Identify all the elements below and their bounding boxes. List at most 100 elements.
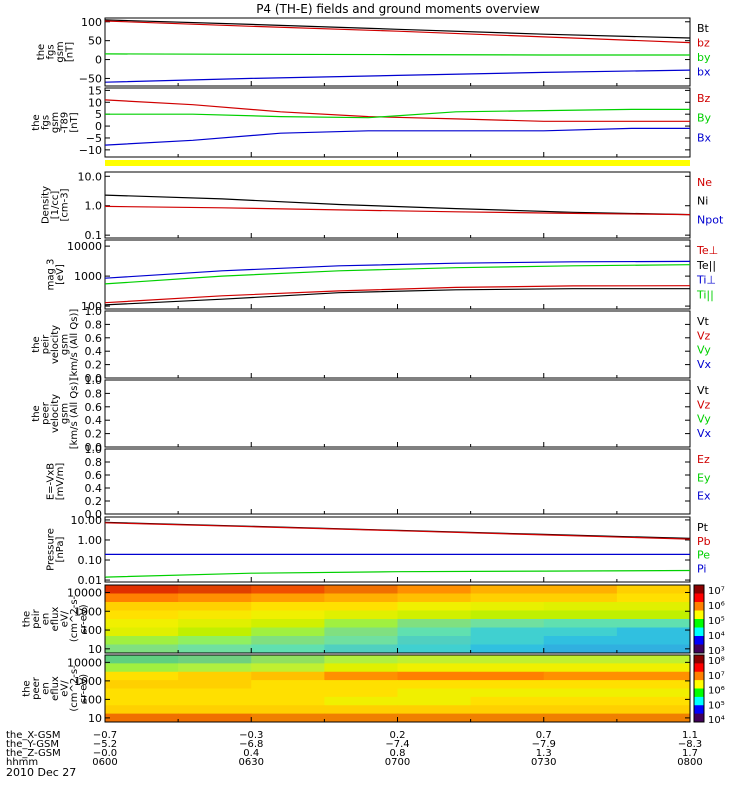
spectrogram-cell — [470, 602, 545, 611]
y-tick-label: 0.01 — [78, 574, 103, 587]
y-axis-label: [mV/m] — [55, 463, 66, 501]
y-axis-label: [km/s (All Qs)] — [69, 378, 80, 450]
spectrogram-cell — [543, 655, 618, 664]
spectrogram-cell — [397, 663, 472, 673]
legend-label: Ez — [697, 453, 710, 466]
panel-frame — [104, 379, 691, 448]
spectrogram-cell — [470, 680, 545, 689]
y-tick-label: 10 — [88, 643, 102, 656]
spectrogram-cell — [616, 696, 691, 706]
y-tick-label: −50 — [79, 72, 102, 85]
legend-label: Te|| — [696, 259, 716, 272]
legend-label: Vt — [697, 384, 710, 397]
y-axis-label: peer — [31, 676, 42, 700]
ephemeris-value: −7.4 — [385, 739, 409, 750]
ephemeris-value: 0.8 — [390, 748, 406, 759]
spectrogram-cell — [616, 680, 691, 689]
colorbar-tick-label: 10³ — [708, 646, 725, 657]
spectrogram-cell — [251, 705, 325, 715]
spectrogram-cell — [397, 636, 472, 645]
y-axis-label: (cm^2-s- — [69, 595, 80, 642]
y-tick-label: 15 — [88, 84, 102, 97]
spectrogram-cell — [470, 627, 545, 637]
spectrogram-cell — [105, 655, 179, 664]
spectrogram-cell — [324, 696, 398, 706]
legend-label: Ti|| — [696, 288, 714, 301]
ephemeris-value: 0730 — [531, 757, 556, 768]
spectrogram-cell — [178, 696, 252, 706]
colorbar-tick-label: 10⁷ — [708, 586, 725, 597]
spectrogram-cell — [105, 602, 179, 611]
ephemeris-row-label: the_Z-GSM — [6, 748, 61, 759]
y-axis-label: [nT] — [69, 112, 80, 132]
ephemeris-value: 1.3 — [536, 748, 552, 759]
y-axis-label: (cm^2-s- — [69, 665, 80, 712]
spectrogram-cell — [324, 593, 398, 603]
series-line — [104, 20, 691, 44]
ephemeris-value: 0630 — [239, 757, 264, 768]
series-line — [104, 285, 691, 304]
spectrogram-cell — [397, 627, 472, 637]
legend-label: bz — [697, 37, 710, 50]
spectrogram-cell — [251, 636, 325, 645]
spectrogram-cell — [324, 688, 398, 698]
y-axis-label: en — [41, 613, 52, 626]
y-tick-label: 1000 — [74, 270, 102, 283]
ephemeris-value: −8.3 — [678, 739, 702, 750]
y-axis-label: mag 3 — [45, 259, 56, 291]
spectrogram-cell — [543, 627, 618, 637]
y-tick-label: 1000 — [74, 605, 102, 618]
spectrogram-cell — [470, 585, 545, 594]
y-tick-label: 0.8 — [85, 387, 103, 400]
y-tick-label: 0.2 — [85, 495, 103, 508]
colorbar-tick-label: 10⁶ — [708, 686, 725, 697]
spectrogram-cell — [324, 644, 398, 654]
y-tick-label: 10.00 — [71, 514, 103, 527]
y-tick-label: 1.0 — [85, 374, 103, 387]
y-axis-label: en — [41, 682, 52, 695]
colorbar-segment — [694, 688, 704, 698]
spectrogram-cell — [178, 593, 252, 603]
spectrogram-cell — [616, 619, 691, 628]
y-axis-label: eflux — [50, 607, 61, 632]
spectrogram-cell — [616, 713, 691, 723]
ephemeris-value: 0600 — [92, 757, 117, 768]
y-tick-label: −5 — [86, 132, 102, 145]
spectrogram-cell — [251, 619, 325, 628]
spectrogram-cell — [470, 696, 545, 706]
legend-label: Pb — [697, 535, 711, 548]
ephemeris-value: −0.7 — [93, 730, 117, 741]
spectrogram-cell — [324, 680, 398, 689]
legend-label: Bz — [697, 92, 711, 105]
spectrogram-cell — [397, 619, 472, 628]
y-axis-label: eV/ — [60, 680, 71, 697]
colorbar-segment — [694, 713, 704, 723]
y-axis-label: gsm — [60, 334, 71, 355]
series-line — [104, 205, 691, 216]
y-axis-label: sr-eV) — [79, 674, 90, 703]
spectrogram-cell — [397, 602, 472, 611]
y-tick-label: 0.0 — [85, 508, 103, 521]
y-axis-label: fgs — [41, 115, 52, 130]
spectrogram-cell — [543, 602, 618, 611]
ephemeris-value: 0800 — [677, 757, 702, 768]
spectrogram-cell — [105, 671, 179, 681]
ephemeris-value: −0.0 — [93, 748, 117, 759]
spectrogram-cell — [470, 655, 545, 664]
spectrogram-cell — [105, 680, 179, 689]
spectrogram-cell — [397, 688, 472, 698]
legend-label: Npot — [697, 213, 724, 226]
colorbar-segment — [694, 696, 704, 706]
spectrogram-cell — [470, 644, 545, 654]
y-tick-label: 10000 — [67, 586, 102, 599]
series-line — [104, 522, 691, 540]
spectrogram-cell — [178, 705, 252, 715]
spectrogram-cell — [543, 593, 618, 603]
y-axis-label: [eV] — [55, 264, 66, 285]
spectrogram-cell — [616, 602, 691, 611]
series-line — [104, 264, 691, 285]
legend-label: Vy — [697, 344, 711, 357]
spectrogram-cell — [324, 602, 398, 611]
spectrogram-cell — [543, 636, 618, 645]
spectrogram-cell — [251, 610, 325, 620]
